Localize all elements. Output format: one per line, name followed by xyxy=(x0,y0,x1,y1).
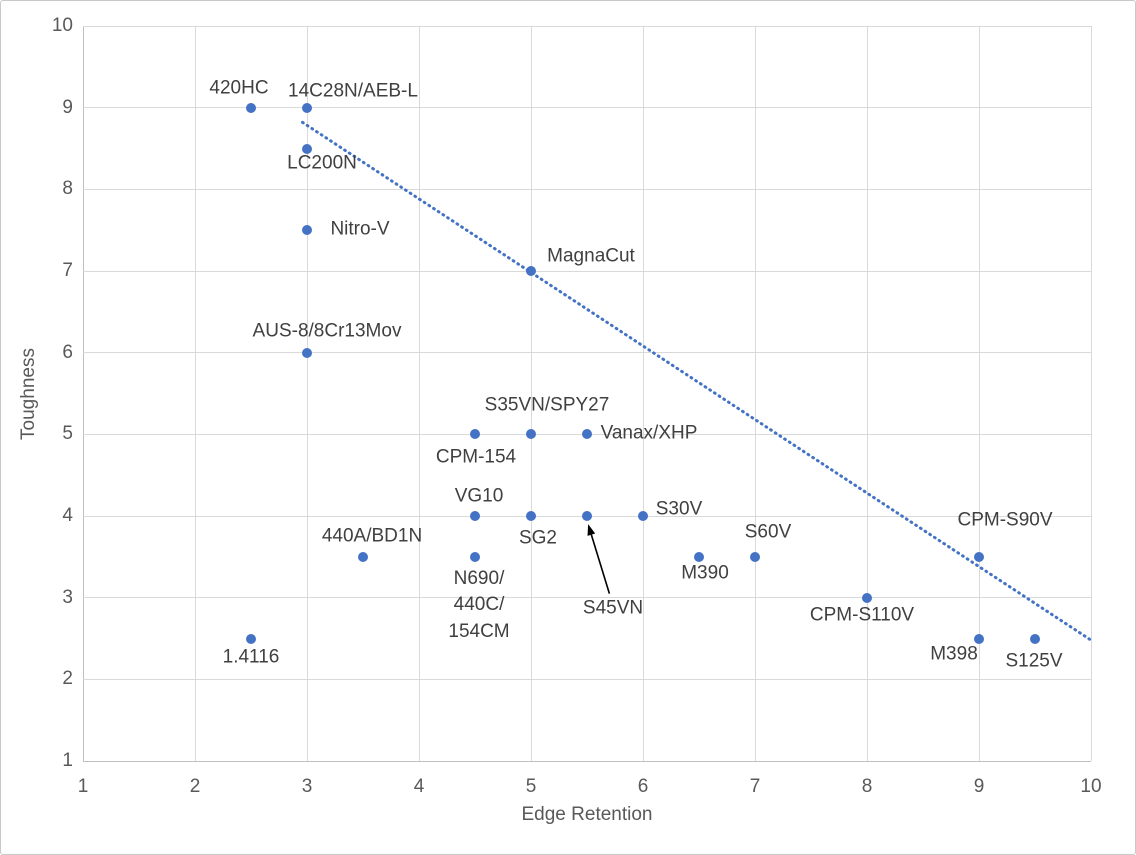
horizontal-gridline xyxy=(83,107,1091,109)
data-point-label: VG10 xyxy=(454,485,504,507)
y-tick-label: 9 xyxy=(62,96,73,118)
data-point-label: SG2 xyxy=(518,527,558,549)
vertical-gridline xyxy=(754,26,756,761)
x-tick-label: 3 xyxy=(301,776,313,797)
annotation-arrow-line xyxy=(589,530,611,594)
data-point-label: S125V xyxy=(1005,650,1063,672)
x-tick-label: 1 xyxy=(77,776,89,797)
vertical-gridline xyxy=(306,26,308,761)
data-point xyxy=(974,633,984,644)
data-point-label: MagnaCut xyxy=(547,245,635,267)
y-tick-label: 1 xyxy=(62,750,73,771)
y-tick-label: 3 xyxy=(62,586,73,608)
x-tick-label: 6 xyxy=(637,776,649,797)
horizontal-gridline xyxy=(83,270,1091,272)
data-point xyxy=(246,633,256,644)
horizontal-gridline xyxy=(83,678,1091,680)
data-point xyxy=(526,266,536,276)
vertical-gridline xyxy=(194,26,196,761)
data-point xyxy=(470,429,480,440)
data-point xyxy=(694,551,704,562)
data-point-label: Vanax/XHP xyxy=(600,423,698,445)
x-axis-title: Edge Retention xyxy=(521,804,653,825)
x-tick-label: 8 xyxy=(861,776,873,797)
data-point xyxy=(974,551,984,562)
data-point-label: 420HC xyxy=(209,77,269,99)
x-tick-label: 2 xyxy=(189,776,201,797)
y-tick-label: 7 xyxy=(62,260,73,281)
data-point-label: 1.4116 xyxy=(222,646,280,668)
data-point xyxy=(582,429,592,440)
horizontal-gridline xyxy=(83,25,1091,27)
data-point xyxy=(302,225,312,236)
y-tick-label: 6 xyxy=(62,341,73,363)
data-point xyxy=(1030,633,1040,644)
data-point-label: N690/ 440C/ 154CM xyxy=(448,567,510,643)
data-point-label: M390 xyxy=(681,562,729,584)
data-point-label: CPM-S110V xyxy=(809,604,915,626)
horizontal-gridline xyxy=(83,188,1091,190)
data-point-label: S30V xyxy=(655,498,703,520)
data-point xyxy=(526,511,536,521)
y-tick-label: 2 xyxy=(62,668,73,690)
vertical-gridline xyxy=(1090,26,1092,761)
y-tick-label: 10 xyxy=(51,15,73,36)
annotation-arrow-head xyxy=(587,524,596,536)
x-tick-label: 4 xyxy=(413,776,425,797)
data-point xyxy=(302,347,312,358)
y-axis-title: Toughness xyxy=(18,348,39,440)
x-tick-label: 7 xyxy=(749,776,761,797)
vertical-gridline xyxy=(978,26,980,761)
data-point xyxy=(470,551,480,562)
x-tick-label: 10 xyxy=(1080,776,1102,797)
data-point xyxy=(526,429,536,440)
data-point xyxy=(358,551,368,562)
data-point-label: LC200N xyxy=(287,152,357,174)
data-point xyxy=(302,102,312,113)
vertical-gridline xyxy=(418,26,420,761)
x-tick-label: 5 xyxy=(525,776,537,797)
data-point-label: 14C28N/AEB-L xyxy=(288,80,418,102)
data-point xyxy=(862,592,872,603)
data-point xyxy=(246,102,256,113)
data-point-label: M398 xyxy=(930,643,978,665)
data-point xyxy=(750,551,760,562)
x-tick-label: 9 xyxy=(973,776,985,797)
x-axis-line xyxy=(83,760,1091,762)
y-tick-label: 8 xyxy=(62,178,73,200)
data-point-label: AUS-8/8Cr13Mov xyxy=(252,320,402,342)
data-point xyxy=(582,511,592,521)
data-point-label: CPM-S90V xyxy=(957,509,1053,531)
data-point xyxy=(302,143,312,154)
y-tick-label: 4 xyxy=(62,505,73,526)
vertical-gridline xyxy=(642,26,644,761)
data-point-label: Nitro-V xyxy=(330,218,390,240)
y-axis-line xyxy=(82,26,84,761)
data-point-label: S60V xyxy=(744,521,792,543)
horizontal-gridline xyxy=(83,352,1091,354)
data-point-label: S35VN/SPY27 xyxy=(484,395,610,417)
data-point xyxy=(638,511,648,521)
vertical-gridline xyxy=(866,26,868,761)
y-tick-label: 5 xyxy=(62,423,73,445)
data-point xyxy=(470,511,480,521)
data-point-label: S45VN xyxy=(582,597,644,619)
data-point-label: 440A/BD1N xyxy=(321,525,423,547)
data-point-label: CPM-154 xyxy=(435,447,517,469)
